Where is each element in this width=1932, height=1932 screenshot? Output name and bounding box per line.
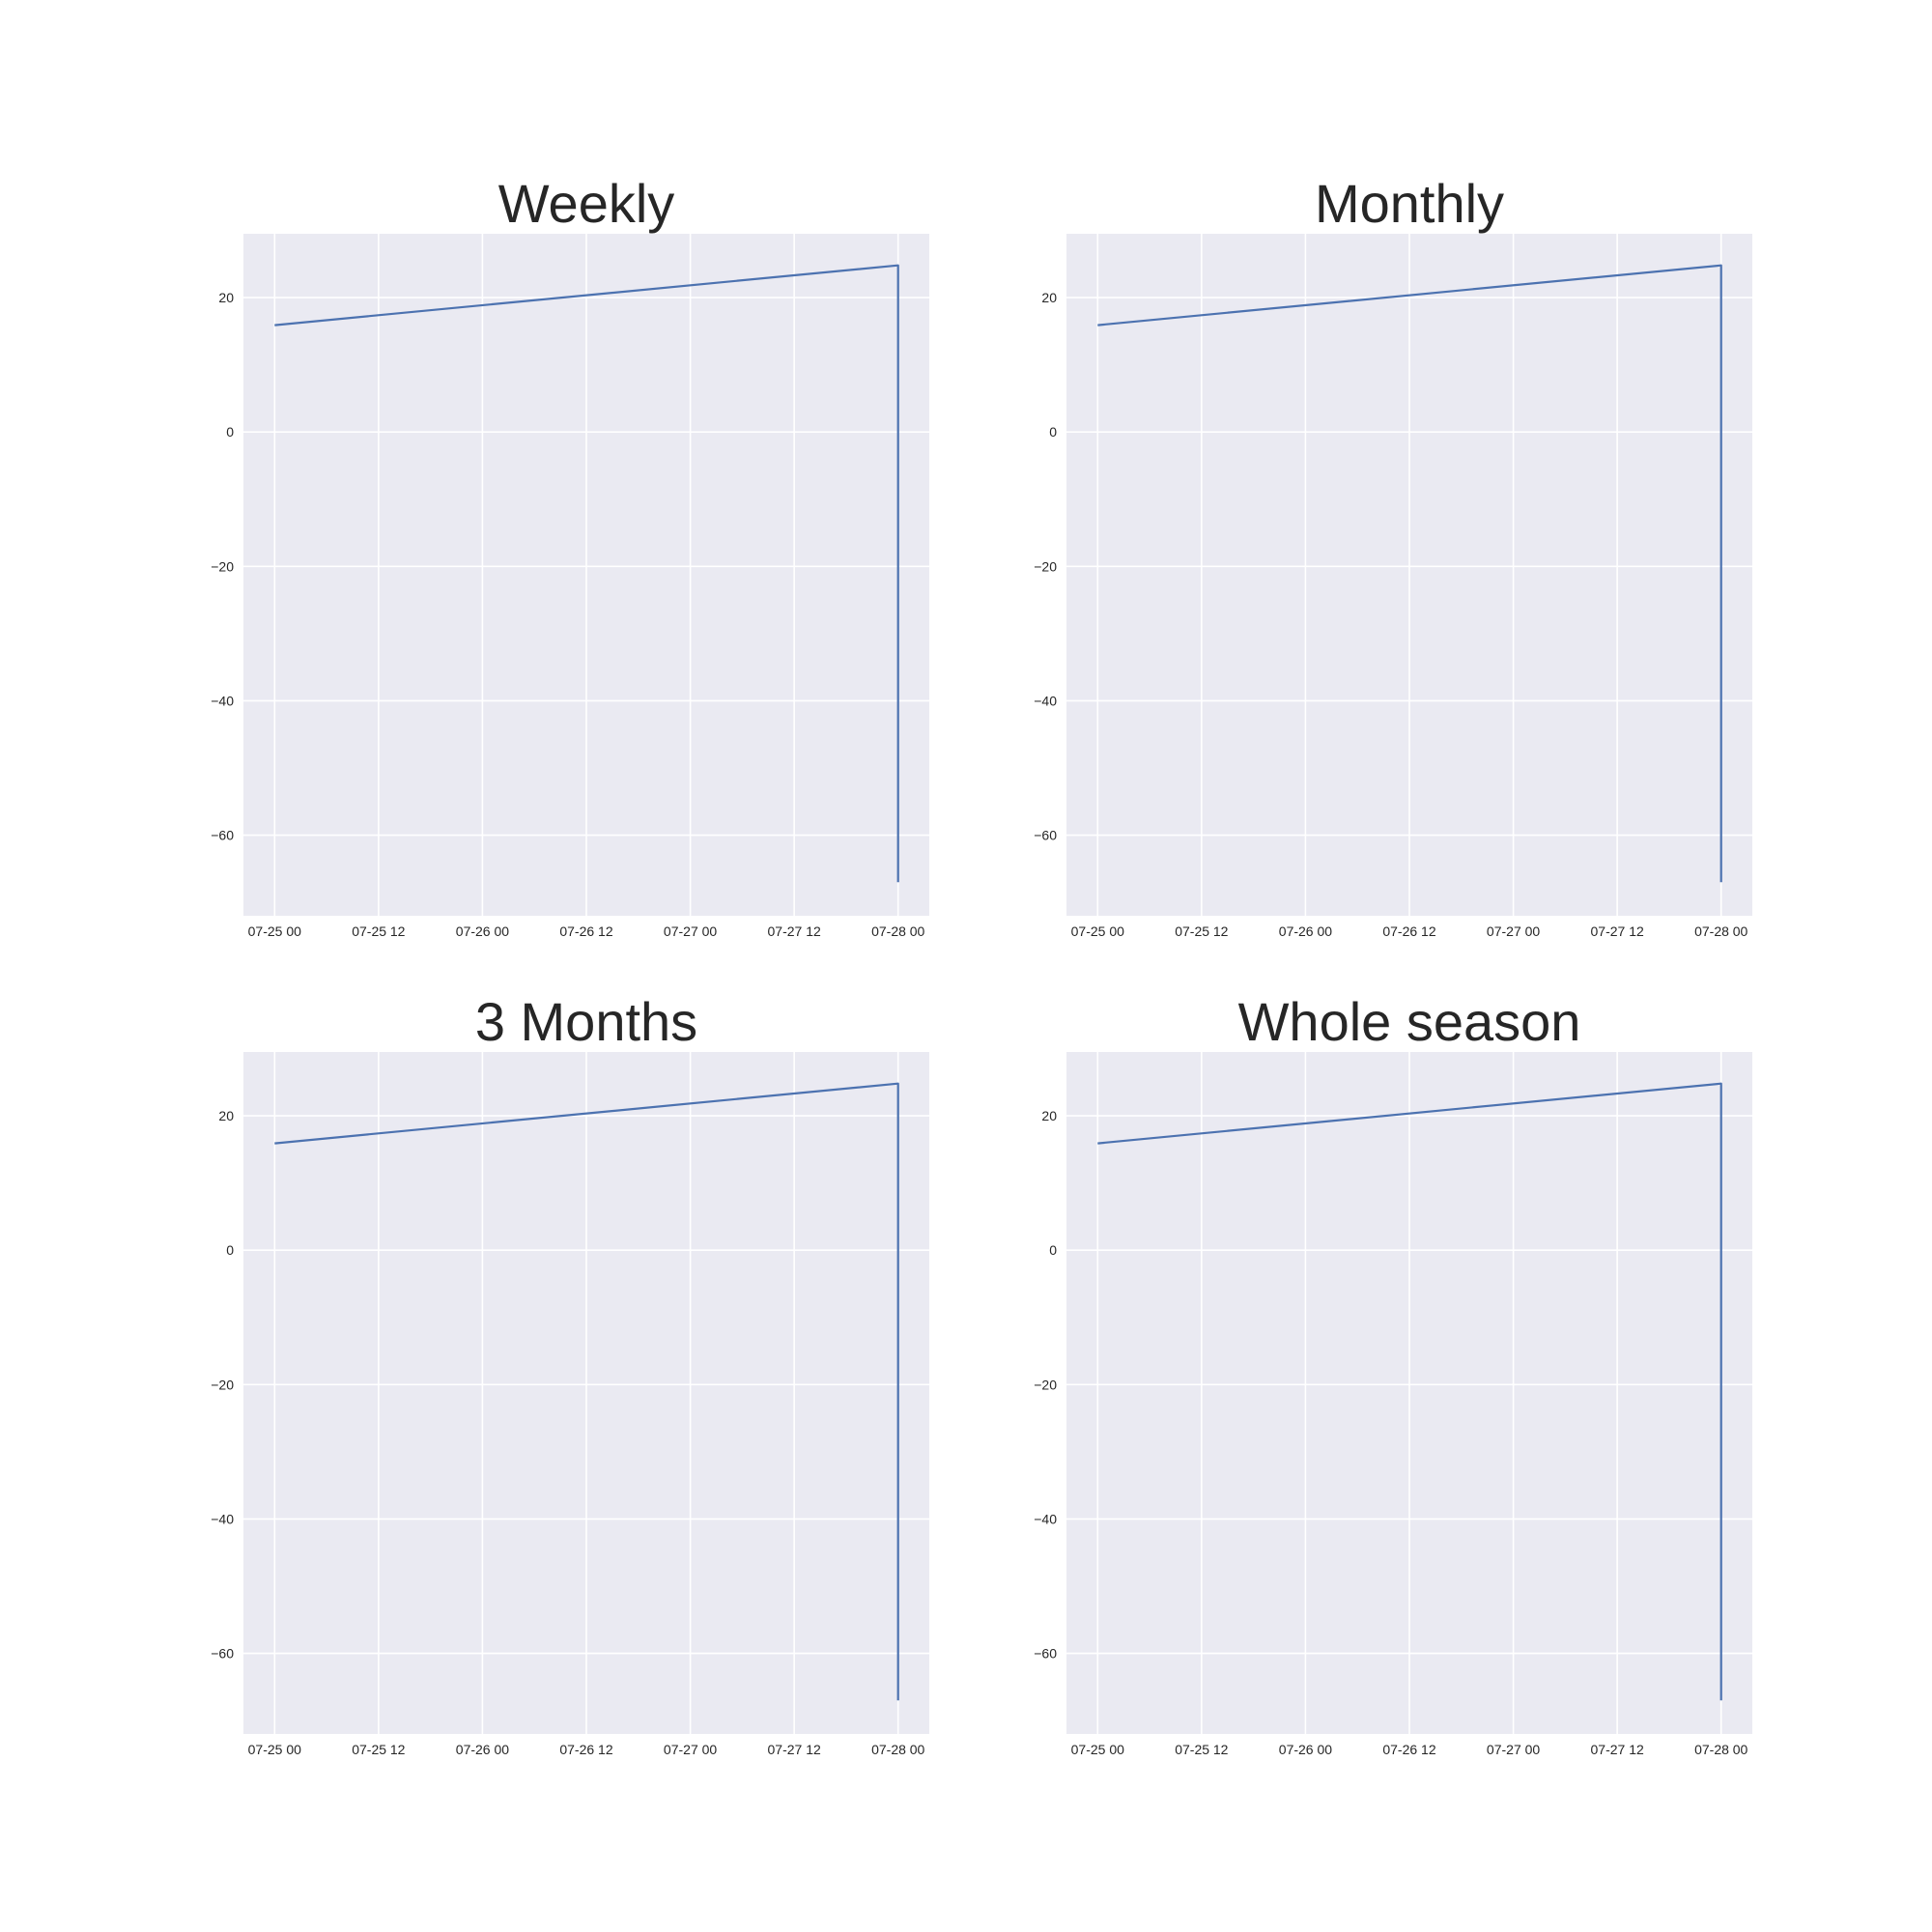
x-tick-label: 07-26 00 xyxy=(1279,1742,1332,1757)
x-tick-label: 07-25 00 xyxy=(248,1742,301,1757)
x-tick-label: 07-28 00 xyxy=(1694,1742,1747,1757)
subplot-title: Monthly xyxy=(1315,173,1504,234)
x-tick-label: 07-25 00 xyxy=(248,923,301,939)
y-tick-label: −20 xyxy=(1034,1377,1057,1392)
y-tick-label: 20 xyxy=(1041,290,1057,305)
y-tick-label: −40 xyxy=(211,693,234,708)
y-tick-label: 20 xyxy=(1041,1108,1057,1123)
y-tick-label: 0 xyxy=(1049,424,1057,440)
subplot-3: 07-25 00 07-25 12 07-26 00 07-26 12 07-27 00… xyxy=(211,991,929,1757)
y-tick-label: 20 xyxy=(218,1108,234,1123)
x-tick-label: 07-25 12 xyxy=(1175,1742,1228,1757)
x-tick-label: 07-27 00 xyxy=(664,1742,717,1757)
y-tick-label: −60 xyxy=(1034,828,1057,843)
series-line xyxy=(274,1082,899,1701)
x-tick-label: 07-26 12 xyxy=(1382,1742,1435,1757)
x-tick-label: 07-26 00 xyxy=(456,1742,509,1757)
x-tick-label: 07-26 12 xyxy=(559,1742,612,1757)
x-tick-label: 07-27 00 xyxy=(1487,923,1540,939)
subplot-1: 07-25 00 07-25 12 07-26 00 07-26 12 07-27 00… xyxy=(211,173,929,939)
x-tick-label: 07-28 00 xyxy=(871,923,924,939)
y-tick-label: 0 xyxy=(226,424,234,440)
subplot-title: 3 Months xyxy=(475,991,697,1052)
y-tick-label: −20 xyxy=(211,1377,234,1392)
subplot-title: Whole season xyxy=(1238,991,1581,1052)
x-tick-label: 07-25 00 xyxy=(1071,1742,1124,1757)
subplot-title: Weekly xyxy=(498,173,675,234)
x-tick-label: 07-25 12 xyxy=(1175,923,1228,939)
subplot-4: 07-25 00 07-25 12 07-26 00 07-26 12 07-27 00… xyxy=(1034,991,1752,1757)
x-tick-label: 07-27 12 xyxy=(768,1742,821,1757)
y-tick-label: −60 xyxy=(211,1646,234,1662)
x-tick-label: 07-27 12 xyxy=(768,923,821,939)
x-tick-label: 07-25 12 xyxy=(352,1742,405,1757)
x-tick-label: 07-26 00 xyxy=(456,923,509,939)
x-tick-label: 07-27 12 xyxy=(1591,923,1644,939)
x-tick-label: 07-27 12 xyxy=(1591,1742,1644,1757)
series-line xyxy=(274,264,899,883)
y-tick-label: −60 xyxy=(1034,1646,1057,1662)
y-tick-label: −40 xyxy=(1034,693,1057,708)
y-tick-label: −60 xyxy=(211,828,234,843)
x-tick-label: 07-25 12 xyxy=(352,923,405,939)
y-tick-label: 0 xyxy=(1049,1242,1057,1258)
x-tick-label: 07-26 12 xyxy=(1382,923,1435,939)
y-tick-label: −20 xyxy=(211,558,234,574)
x-tick-label: 07-26 00 xyxy=(1279,923,1332,939)
y-tick-label: −40 xyxy=(211,1511,234,1526)
x-tick-label: 07-27 00 xyxy=(664,923,717,939)
y-tick-label: −20 xyxy=(1034,558,1057,574)
x-tick-label: 07-26 12 xyxy=(559,923,612,939)
series-line xyxy=(1097,264,1722,883)
x-tick-label: 07-28 00 xyxy=(1694,923,1747,939)
series-line xyxy=(1097,1082,1722,1701)
subplot-2: 07-25 00 07-25 12 07-26 00 07-26 12 07-27 00… xyxy=(1034,173,1752,939)
y-tick-label: −40 xyxy=(1034,1511,1057,1526)
y-tick-label: 0 xyxy=(226,1242,234,1258)
x-tick-label: 07-25 00 xyxy=(1071,923,1124,939)
y-tick-label: 20 xyxy=(218,290,234,305)
x-tick-label: 07-27 00 xyxy=(1487,1742,1540,1757)
x-tick-label: 07-28 00 xyxy=(871,1742,924,1757)
